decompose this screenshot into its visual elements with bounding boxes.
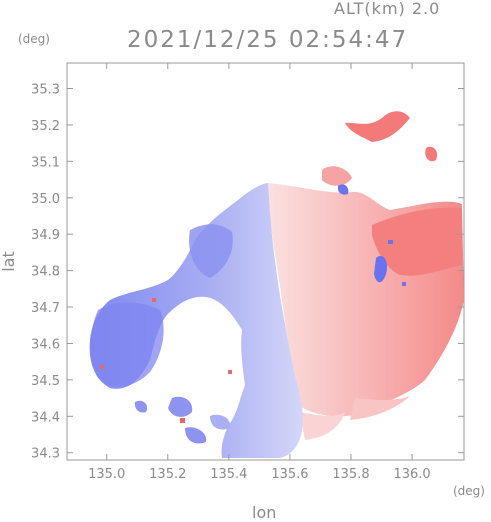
x-tick-label: 135.2 — [149, 467, 186, 482]
y-tick-label: 35.1 — [31, 155, 60, 170]
x-tick-label: 135.0 — [88, 467, 125, 482]
plot-frame — [66, 62, 465, 461]
x-axis-title: lon — [252, 503, 277, 522]
x-tick-label: 135.6 — [271, 467, 308, 482]
y-tick-label: 34.7 — [31, 301, 60, 316]
altitude-label: ALT(km) 2.0 — [334, 0, 441, 18]
y-tick-label: 35.0 — [31, 192, 60, 207]
x-tick-label: 135.4 — [210, 467, 247, 482]
y-tick-label: 34.5 — [31, 374, 60, 389]
x-tick-label: 136.0 — [393, 467, 430, 482]
y-axis-unit: (deg) — [18, 32, 50, 46]
y-tick-label: 34.6 — [31, 337, 60, 352]
y-tick-label: 35.3 — [31, 82, 60, 97]
y-tick-label: 34.9 — [31, 228, 60, 243]
receding-echo-region — [268, 111, 464, 440]
approaching-echo-region — [89, 183, 388, 458]
y-tick-label: 34.3 — [31, 447, 60, 462]
y-tick-label: 34.4 — [31, 410, 60, 425]
y-tick-label: 35.2 — [31, 119, 60, 134]
echo-speckles — [100, 240, 406, 423]
timestamp-title: 2021/12/25 02:54:47 — [127, 27, 409, 53]
y-axis-ticks: 35.3 35.2 35.1 35.0 34.9 34.8 34.7 34.6 34.5 34.4… — [31, 82, 464, 462]
x-axis-unit: (deg) — [453, 484, 485, 498]
x-tick-label: 135.8 — [332, 467, 369, 482]
x-axis-ticks: 135.0 135.2 135.4 135.6 135.8 136.0 — [88, 63, 431, 482]
y-tick-label: 34.8 — [31, 265, 60, 280]
